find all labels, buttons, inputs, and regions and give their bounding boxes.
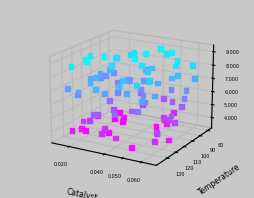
X-axis label: Catalyst: Catalyst <box>65 187 98 198</box>
Y-axis label: Temperature: Temperature <box>197 162 242 197</box>
